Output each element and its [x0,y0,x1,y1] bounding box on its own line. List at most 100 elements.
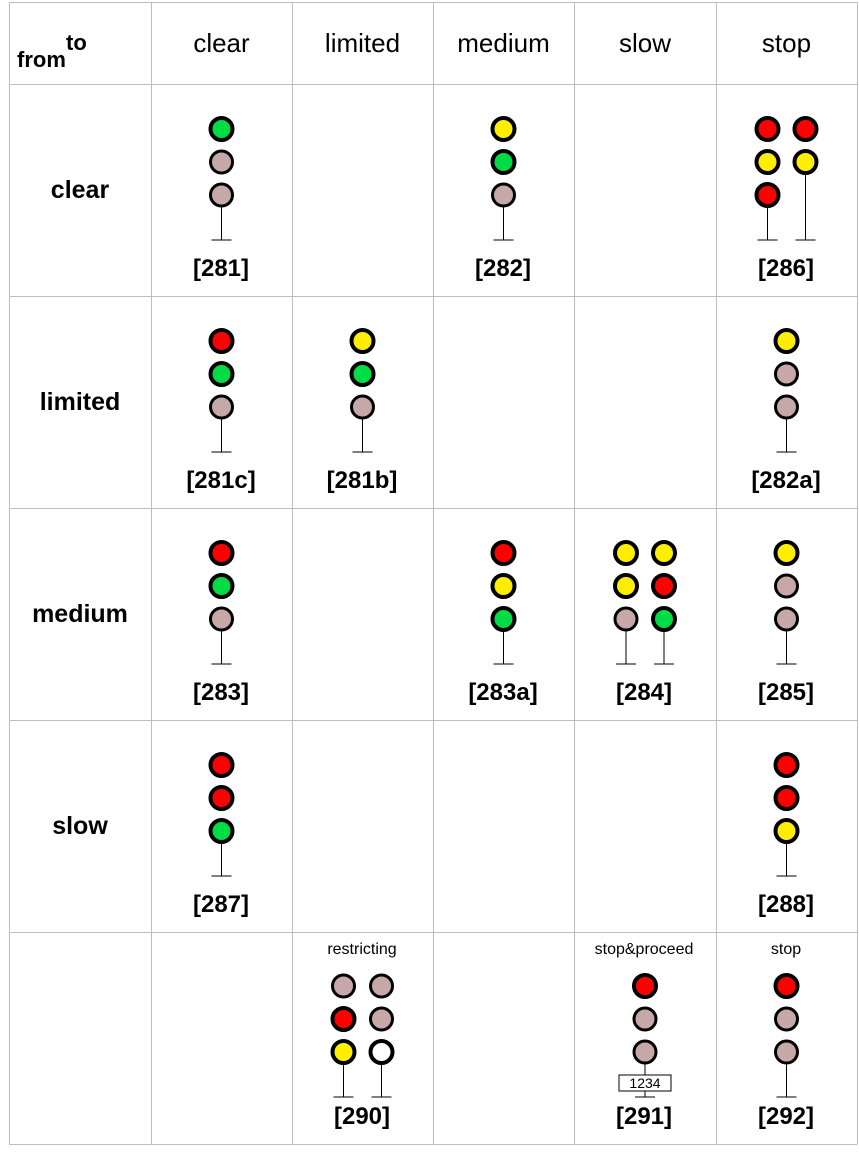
aspect-code-286: [286] [757,255,815,282]
signal-lamp-dark [774,394,799,420]
caption-stop-and-proceed: stop&proceed [594,941,694,958]
column-header-medium: medium [457,27,550,58]
signal-lamp-dark [369,1006,394,1032]
signal-lamp-yellow [651,540,677,566]
signal-lamp-yellow [349,328,376,354]
grid-line [151,2,152,1144]
signal-lamp-red [208,540,235,566]
signal-lamp-dark [369,973,394,999]
caption-restricting: restricting [327,941,397,958]
row-header-clear: clear [50,175,110,204]
number-plate [618,1074,672,1092]
signal-lamp-yellow [490,116,517,142]
signal-lamp-dark [774,606,799,632]
signal-lamp-red [773,785,800,811]
signal-lamp-green [208,573,235,599]
signal-lamp-red [754,182,781,208]
signal-lamp-dark [209,149,234,175]
signal-lamp-red [490,540,517,566]
signal-lamp-red [773,752,800,778]
signal-lamp-yellow [613,573,639,599]
column-header-slow: slow [618,27,671,58]
grid-line [9,84,857,85]
caption-stop: stop [770,941,802,958]
signal-lamp-dark [632,1039,658,1065]
aspect-code-290: [290] [333,1103,391,1130]
aspect-code-292: [292] [757,1103,815,1130]
signal-lamp-dark [774,1006,799,1032]
signal-lamp-green [208,818,235,844]
grid-line [9,296,857,297]
row-header-limited: limited [39,387,121,416]
grid-line [9,2,857,3]
grid-line [433,2,434,1144]
column-header-clear: clear [193,27,250,58]
signal-lamp-yellow [754,149,781,175]
aspect-code-291: [291] [615,1103,673,1130]
grid-line [9,1144,857,1145]
grid-line [292,2,293,1144]
grid-line [857,2,858,1144]
grid-line [9,720,857,721]
signal-lamp-red [792,116,819,142]
signal-lamp-green [651,606,677,632]
signal-lamp-dark [774,1039,799,1065]
signal-lamp-green [490,149,517,175]
signal-lamp-green [490,606,517,632]
row-header-slow: slow [52,811,108,840]
aspect-code-282: [282] [474,255,532,282]
corner-to-label: to [66,30,87,55]
signal-lamp-yellow [773,818,800,844]
signal-lamp-yellow [773,540,800,566]
aspect-code-283: [283] [192,679,250,706]
signal-lamp-dark [209,606,234,632]
signal-lamp-dark [774,361,799,387]
signal-lamp-yellow [613,540,639,566]
signal-lamp-dark [774,573,799,599]
grid-line [9,932,857,933]
grid-line [716,2,717,1144]
row-header-medium: medium [32,599,128,628]
aspect-code-287: [287] [192,891,250,918]
signal-lamp-green [349,361,376,387]
signal-lamp-red [208,328,235,354]
signal-lamp-red [208,785,235,811]
signal-lamp-dark [209,394,234,420]
aspect-code-288: [288] [757,891,815,918]
aspect-code-281: [281] [192,255,250,282]
signal-lamp-dark [613,606,639,632]
signal-lamp-dark [491,182,516,208]
grid-line [9,508,857,509]
corner-from-label: from [17,47,66,72]
signal-lamp-red [651,573,677,599]
aspect-code-281b: [281b] [326,467,398,494]
signal-lamp-dark [331,973,356,999]
aspect-code-284: [284] [615,679,673,706]
signal-lamp-red [330,1006,357,1032]
aspect-code-283a: [283a] [468,679,538,706]
grid-line [574,2,575,1144]
signal-lamp-yellow [773,328,800,354]
aspect-code-285: [285] [757,679,815,706]
signal-lamp-red [773,973,800,999]
signal-lamp-dark [350,394,375,420]
signal-lamp-dark [209,182,234,208]
aspect-code-281c: [281c] [186,467,256,494]
signal-lamp-green [208,116,235,142]
signal-lamp-red [754,116,781,142]
